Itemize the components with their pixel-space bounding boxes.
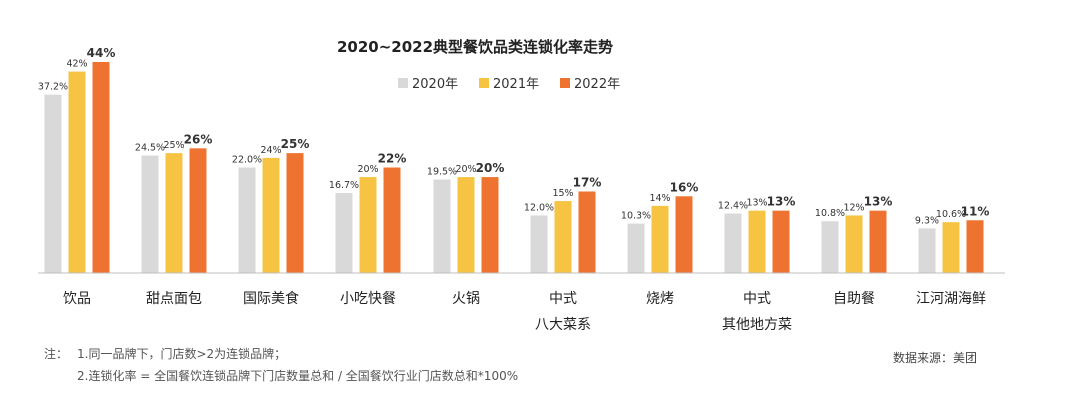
legend-item: 2022年 (560, 77, 620, 92)
data-label: 44% (87, 46, 116, 60)
bar (821, 221, 839, 273)
bar (554, 201, 572, 273)
category-label: 自助餐 (833, 291, 875, 307)
bar (92, 62, 110, 273)
data-label: 42% (66, 59, 87, 70)
chart-title: 2020~2022典型餐饮品类连锁化率走势 (337, 38, 613, 56)
bar (675, 196, 693, 273)
legend-swatch (560, 78, 570, 88)
category-label: 烧烤 (646, 291, 674, 307)
note-line-1: 1.同一品牌下，门店数>2为连锁品牌； (77, 347, 287, 361)
data-label: 13% (746, 198, 767, 209)
note-prefix: 注： (44, 347, 69, 361)
data-label: 14% (649, 193, 670, 204)
category-label: 饮品 (63, 291, 91, 307)
data-label: 12.0% (524, 202, 554, 213)
category-label: 甜点面包 (146, 291, 202, 307)
legend-label: 2020年 (412, 77, 458, 92)
legend: 2020年 2021年 2022年 (398, 77, 620, 92)
bar (578, 191, 596, 273)
note-line-2: 2.连锁化率 = 全国餐饮连锁品牌下门店数量总和 / 全国餐饮行业门店数总和*1… (77, 369, 519, 383)
bar (433, 179, 451, 273)
data-source: 数据来源：美团 (893, 351, 978, 365)
data-label: 25% (163, 140, 184, 151)
bar (335, 192, 353, 273)
bar (966, 220, 984, 273)
data-label: 24% (260, 145, 281, 156)
legend-label: 2021年 (493, 77, 539, 92)
bar (68, 71, 86, 273)
category-label: 中式 (549, 291, 577, 307)
data-label: 20% (476, 161, 505, 175)
legend-item: 2021年 (479, 77, 539, 92)
bar (627, 223, 645, 273)
bar (262, 157, 280, 273)
bar (481, 177, 499, 273)
legend-item: 2020年 (398, 77, 458, 92)
data-label: 12% (843, 202, 864, 213)
category-label: 国际美食 (243, 290, 299, 307)
bar (238, 167, 256, 273)
bar (457, 177, 475, 273)
bar (869, 210, 887, 273)
data-label: 26% (184, 132, 213, 146)
category-label: 江河湖海鲜 (916, 291, 986, 307)
data-label: 20% (455, 164, 476, 175)
data-label: 20% (357, 164, 378, 175)
legend-label: 2022年 (574, 77, 620, 92)
data-label: 22% (378, 152, 407, 166)
category-label: 其他地方菜 (722, 317, 792, 333)
legend-swatch (479, 78, 489, 88)
data-label: 16.7% (329, 180, 359, 191)
data-label: 10.3% (621, 211, 651, 222)
data-label: 25% (281, 137, 310, 151)
bar (845, 215, 863, 273)
bar (286, 153, 304, 273)
bar (359, 177, 377, 273)
data-label: 22.0% (232, 155, 262, 166)
data-label: 17% (573, 175, 602, 189)
data-label: 13% (767, 195, 796, 209)
bar (772, 210, 790, 273)
legend-swatch (398, 78, 408, 88)
bar (530, 215, 548, 273)
bar (651, 205, 669, 273)
bar (724, 213, 742, 273)
data-label: 10.8% (815, 208, 845, 219)
bar (165, 153, 183, 273)
data-label: 24.5% (135, 143, 165, 154)
bar (141, 155, 159, 273)
bar (748, 210, 766, 273)
category-label: 小吃快餐 (340, 291, 396, 307)
category-label: 火锅 (452, 291, 480, 307)
bar (44, 94, 62, 273)
bar (918, 228, 936, 273)
data-label: 13% (864, 195, 893, 209)
category-label: 中式 (743, 291, 771, 307)
bar (383, 167, 401, 273)
data-label: 15% (552, 188, 573, 199)
category-label: 八大菜系 (535, 317, 591, 333)
bar (942, 222, 960, 273)
data-label: 9.3% (915, 215, 939, 226)
data-label: 11% (961, 204, 990, 218)
bar (189, 148, 207, 273)
data-label: 16% (670, 180, 699, 194)
data-label: 37.2% (38, 82, 68, 93)
data-label: 10.6% (936, 209, 966, 220)
data-label: 19.5% (427, 166, 457, 177)
data-label: 12.4% (718, 201, 748, 212)
